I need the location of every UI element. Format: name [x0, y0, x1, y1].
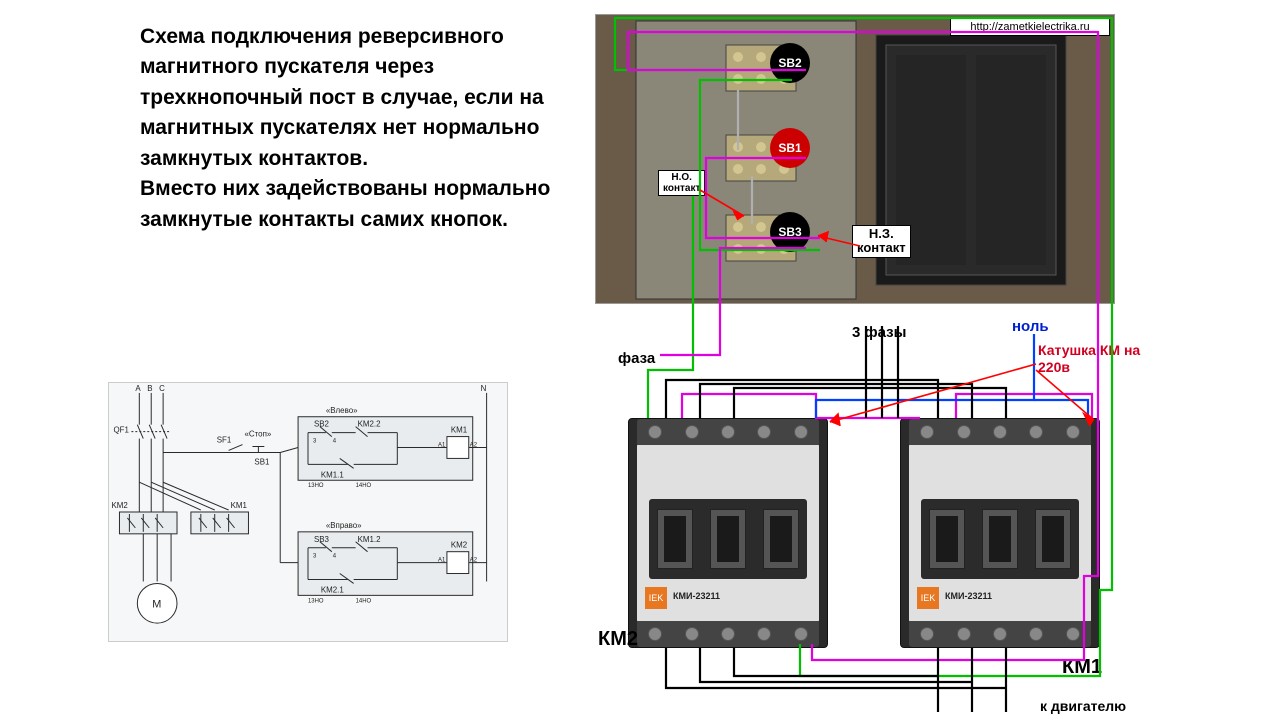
phase-label: фаза — [618, 350, 655, 367]
svg-text:A2: A2 — [470, 558, 477, 564]
circuit-schematic: ABC N QF1 SF1 «Стоп» SB1 KM2 KM1 M «Влев… — [108, 382, 508, 642]
svg-text:SB3: SB3 — [314, 535, 330, 544]
svg-text:SB1: SB1 — [254, 457, 270, 466]
photo-bg — [596, 15, 1115, 304]
svg-text:KM2.1: KM2.1 — [321, 585, 344, 594]
svg-text:SB2: SB2 — [314, 420, 329, 429]
to-motor-label: к двигателю — [1040, 698, 1126, 714]
svg-text:KM1: KM1 — [231, 501, 248, 510]
coil-label: Катушка КМ на 220в — [1038, 342, 1148, 376]
svg-text:13НО: 13НО — [308, 483, 324, 489]
source-url: http://zametkielectrika.ru — [950, 18, 1110, 36]
svg-text:KM2.2: KM2.2 — [358, 420, 381, 429]
svg-text:KM2: KM2 — [112, 501, 128, 510]
svg-text:14НО: 14НО — [356, 598, 372, 604]
svg-text:M: M — [152, 598, 161, 610]
svg-text:KM1.2: KM1.2 — [358, 535, 381, 544]
no-contact-label: Н.О.контакт — [658, 170, 705, 196]
svg-text:13НО: 13НО — [308, 598, 324, 604]
sb3-button: SB3 — [770, 212, 810, 252]
svg-text:«Вправо»: «Вправо» — [326, 521, 362, 530]
button-post-photo — [595, 14, 1115, 304]
km1-brand: IEK — [917, 587, 939, 609]
sb2-button: SB2 — [770, 43, 810, 83]
sb1-button: SB1 — [770, 128, 810, 168]
km1-label: КМ1 — [1062, 656, 1102, 679]
contactor-km2: IEK КМИ-23211 — [628, 418, 828, 648]
svg-text:QF1: QF1 — [114, 426, 130, 435]
svg-text:A1: A1 — [438, 558, 446, 564]
svg-text:«Влево»: «Влево» — [326, 406, 358, 415]
svg-text:«Стоп»: «Стоп» — [244, 430, 271, 439]
three-phase-label: 3 фазы — [852, 324, 906, 341]
km2-label: КМ2 — [598, 628, 638, 651]
km2-model: КМИ-23211 — [673, 591, 720, 601]
svg-text:14НО: 14НО — [356, 483, 372, 489]
svg-text:KM1.1: KM1.1 — [321, 470, 344, 479]
svg-text:C: C — [159, 384, 165, 393]
schematic-svg: ABC N QF1 SF1 «Стоп» SB1 KM2 KM1 M «Влев… — [109, 383, 507, 641]
svg-text:A2: A2 — [470, 443, 477, 449]
svg-text:B: B — [147, 384, 152, 393]
svg-text:A: A — [135, 384, 141, 393]
km1-model: КМИ-23211 — [945, 591, 992, 601]
main-description: Схема подключения реверсивного магнитног… — [140, 22, 570, 235]
svg-text:SF1: SF1 — [217, 436, 232, 445]
svg-text:KM2: KM2 — [451, 541, 467, 550]
nc-contact-label: Н.З.контакт — [852, 225, 911, 258]
svg-text:KM1: KM1 — [451, 426, 468, 435]
contactor-km1: IEK КМИ-23211 — [900, 418, 1100, 648]
km2-brand: IEK — [645, 587, 667, 609]
svg-text:A1: A1 — [438, 443, 446, 449]
zero-label: ноль — [1012, 318, 1049, 335]
svg-text:N: N — [481, 384, 487, 393]
